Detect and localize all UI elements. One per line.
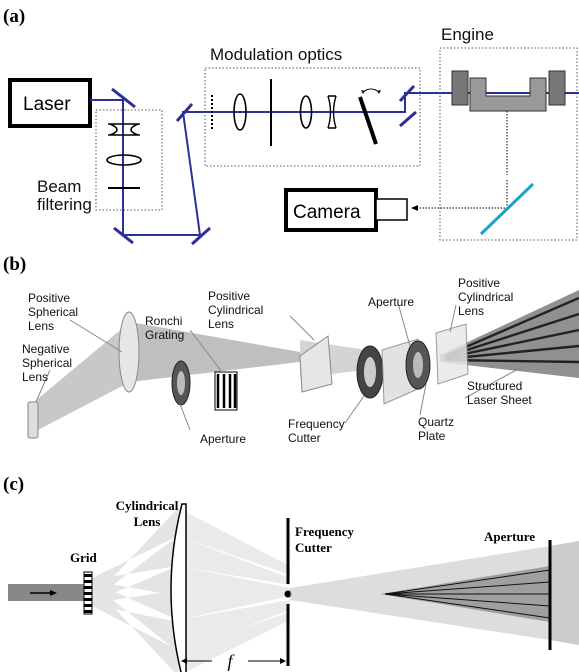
svg-text:Cutter: Cutter <box>288 431 321 445</box>
positive-cylindrical-lens-2 <box>435 323 469 385</box>
label-aperture-c: Aperture <box>484 529 535 544</box>
beam-filtering-label-1: Beam <box>37 177 81 196</box>
diffraction-fan <box>88 508 178 672</box>
label-cylindrical-lens-c: Cylindrical Lens <box>116 498 179 529</box>
svg-text:Cylindrical: Cylindrical <box>208 303 263 317</box>
svg-text:Spherical: Spherical <box>28 305 78 319</box>
rotate-arrow-heads <box>361 90 381 94</box>
mirror-3 <box>191 226 211 246</box>
mirror-1 <box>111 87 136 109</box>
panel-b-label: (b) <box>3 254 26 275</box>
label-quartz: Quartz Plate <box>418 415 454 443</box>
label-grid-c: Grid <box>70 550 97 565</box>
panel-c: (c) <box>3 474 579 672</box>
negative-spherical-lens <box>27 401 39 439</box>
label-positive-cylindrical-1: Positive Cylindrical Lens <box>208 289 263 331</box>
label-aperture-top: Aperture <box>368 295 414 309</box>
svg-text:Negative: Negative <box>22 342 70 356</box>
mirror-4 <box>175 103 194 122</box>
cyan-mirror <box>479 182 535 236</box>
svg-text:Structured: Structured <box>467 379 522 393</box>
focal-length-label: f <box>227 651 235 671</box>
svg-text:Positive: Positive <box>208 289 250 303</box>
modulation-optics-label: Modulation optics <box>210 45 342 64</box>
engine-block-right <box>548 70 566 106</box>
panel-c-label: (c) <box>3 474 24 495</box>
laser-label: Laser <box>23 94 71 115</box>
lens-a2 <box>299 95 313 129</box>
input-arrowhead <box>50 590 57 596</box>
svg-text:Quartz: Quartz <box>418 415 454 429</box>
laser-box <box>8 78 92 128</box>
lens-a1 <box>233 93 247 131</box>
label-aperture-bottom: Aperture <box>200 432 246 446</box>
svg-text:Frequency: Frequency <box>295 524 354 539</box>
svg-text:Lens: Lens <box>22 370 48 384</box>
panel-a: (a) Laser Beam filtering Modulation opti… <box>3 6 579 246</box>
fringe-lines-c <box>384 569 551 619</box>
panel-a-label: (a) <box>3 6 25 27</box>
output-fan-beyond <box>550 541 579 645</box>
dc-block <box>284 590 292 598</box>
camera-box <box>284 188 378 232</box>
positive-cylindrical-lens-1 <box>299 335 333 393</box>
label-frequency-cutter-b: Frequency Cutter <box>288 417 345 445</box>
svg-text:Lens: Lens <box>458 304 484 318</box>
svg-text:Cutter: Cutter <box>295 540 332 555</box>
engine-block-left <box>451 70 469 106</box>
beam-cone-1 <box>34 322 130 432</box>
label-frequency-cutter-c: Frequency Cutter <box>295 524 354 555</box>
negative-lens <box>108 123 140 136</box>
aperture-b1-hole <box>177 371 185 395</box>
focal-arrowhead-right <box>280 658 286 664</box>
focus-fan <box>178 508 290 672</box>
svg-text:Plate: Plate <box>418 429 446 443</box>
beam-cone-2 <box>130 322 300 382</box>
camera-label: Camera <box>293 202 361 223</box>
mirror-6 <box>398 84 416 103</box>
label-positive-spherical: Positive Spherical Lens <box>28 291 78 333</box>
leader-lines <box>35 302 521 431</box>
svg-text:Spherical: Spherical <box>22 356 72 370</box>
svg-text:Lens: Lens <box>134 514 161 529</box>
rotate-arrow-icon <box>362 88 380 93</box>
svg-text:Lens: Lens <box>28 319 54 333</box>
camera-lens <box>375 198 408 221</box>
svg-text:Lens: Lens <box>208 317 234 331</box>
engine-piston <box>469 77 547 112</box>
focal-arrowhead-left <box>181 658 187 664</box>
svg-text:Cylindrical: Cylindrical <box>458 290 513 304</box>
beam-filtering-box <box>95 109 163 211</box>
label-negative-spherical: Negative Spherical Lens <box>22 342 72 384</box>
svg-text:Cylindrical: Cylindrical <box>116 498 179 513</box>
svg-text:Frequency: Frequency <box>288 417 345 431</box>
positive-spherical-lens <box>118 311 140 393</box>
aperture-b2-hole <box>413 352 423 378</box>
label-positive-cylindrical-2: Positive Cylindrical Lens <box>458 276 513 318</box>
imaging-arrow-icon <box>411 205 418 211</box>
svg-text:Grating: Grating <box>145 328 184 342</box>
mirror-5 <box>399 110 417 128</box>
label-structured: Structured Laser Sheet <box>467 379 532 407</box>
lens-a3 <box>327 95 337 129</box>
quartz-a <box>358 96 378 145</box>
svg-text:Positive: Positive <box>458 276 500 290</box>
ronchi-grating <box>214 371 238 411</box>
svg-text:Ronchi: Ronchi <box>145 314 182 328</box>
imaging-path <box>416 180 508 209</box>
cylindrical-lens-c <box>170 503 187 672</box>
grid-c <box>83 571 93 615</box>
positive-lens <box>106 154 142 166</box>
svg-text:Positive: Positive <box>28 291 70 305</box>
engine-label: Engine <box>441 25 494 44</box>
panel-b: (b) <box>3 254 579 446</box>
label-ronchi: Ronchi Grating <box>145 314 184 342</box>
svg-text:Laser Sheet: Laser Sheet <box>467 393 532 407</box>
mirror-2 <box>113 226 134 245</box>
frequency-cutter-b-hole <box>364 357 376 387</box>
modulation-optics-box <box>204 67 421 167</box>
beam-filtering-label-2: filtering <box>37 195 92 214</box>
